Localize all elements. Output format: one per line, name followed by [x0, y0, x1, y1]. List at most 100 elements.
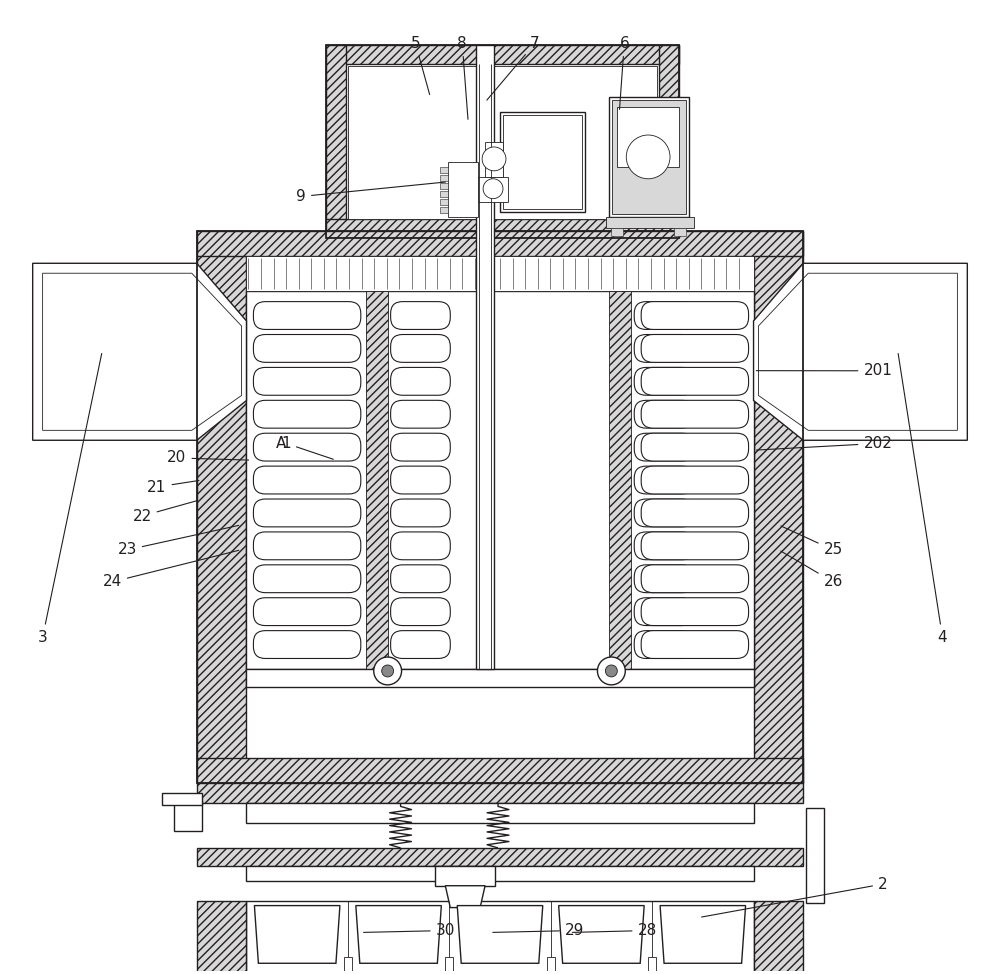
FancyBboxPatch shape: [754, 901, 803, 974]
FancyBboxPatch shape: [611, 229, 623, 237]
Text: 23: 23: [117, 525, 239, 557]
FancyBboxPatch shape: [253, 367, 361, 395]
Text: 4: 4: [898, 354, 947, 645]
FancyBboxPatch shape: [391, 598, 450, 625]
Circle shape: [605, 665, 617, 677]
FancyBboxPatch shape: [641, 532, 749, 560]
FancyBboxPatch shape: [641, 400, 749, 429]
FancyBboxPatch shape: [448, 162, 478, 216]
Text: 28: 28: [572, 923, 657, 938]
FancyBboxPatch shape: [253, 400, 361, 429]
FancyBboxPatch shape: [197, 759, 803, 783]
FancyBboxPatch shape: [391, 532, 450, 560]
Text: 24: 24: [103, 550, 239, 589]
FancyBboxPatch shape: [253, 630, 361, 658]
FancyBboxPatch shape: [246, 804, 754, 823]
Circle shape: [482, 147, 506, 170]
FancyBboxPatch shape: [634, 598, 694, 625]
FancyBboxPatch shape: [246, 669, 754, 687]
Polygon shape: [356, 906, 441, 963]
FancyBboxPatch shape: [659, 45, 679, 239]
FancyBboxPatch shape: [476, 45, 494, 669]
FancyBboxPatch shape: [641, 367, 749, 395]
FancyBboxPatch shape: [485, 142, 503, 176]
Text: 1: 1: [281, 436, 333, 460]
FancyBboxPatch shape: [617, 107, 679, 167]
Text: A: A: [276, 436, 286, 451]
FancyBboxPatch shape: [445, 957, 453, 974]
FancyBboxPatch shape: [326, 45, 346, 239]
FancyBboxPatch shape: [641, 433, 749, 461]
FancyBboxPatch shape: [253, 532, 361, 560]
FancyBboxPatch shape: [440, 174, 448, 181]
Circle shape: [382, 665, 394, 677]
FancyBboxPatch shape: [478, 176, 508, 202]
Polygon shape: [759, 274, 957, 431]
FancyBboxPatch shape: [634, 565, 694, 592]
FancyBboxPatch shape: [435, 866, 495, 885]
Polygon shape: [43, 274, 241, 431]
FancyBboxPatch shape: [391, 400, 450, 429]
FancyBboxPatch shape: [391, 467, 450, 494]
FancyBboxPatch shape: [634, 499, 694, 527]
Text: 6: 6: [619, 36, 629, 109]
FancyBboxPatch shape: [391, 334, 450, 362]
FancyBboxPatch shape: [253, 433, 361, 461]
FancyBboxPatch shape: [391, 302, 450, 329]
FancyBboxPatch shape: [612, 100, 686, 213]
Polygon shape: [33, 263, 246, 440]
FancyBboxPatch shape: [246, 866, 754, 880]
FancyBboxPatch shape: [246, 256, 754, 291]
FancyBboxPatch shape: [500, 112, 585, 211]
Text: 29: 29: [493, 923, 584, 938]
Text: 5: 5: [411, 36, 430, 94]
FancyBboxPatch shape: [197, 901, 246, 974]
FancyBboxPatch shape: [197, 848, 803, 866]
FancyBboxPatch shape: [641, 467, 749, 494]
FancyBboxPatch shape: [634, 367, 694, 395]
FancyBboxPatch shape: [634, 433, 694, 461]
Circle shape: [483, 179, 503, 199]
FancyBboxPatch shape: [253, 565, 361, 592]
FancyBboxPatch shape: [634, 532, 694, 560]
FancyBboxPatch shape: [440, 199, 448, 205]
FancyBboxPatch shape: [806, 808, 824, 903]
FancyBboxPatch shape: [197, 232, 803, 256]
FancyBboxPatch shape: [348, 66, 657, 218]
FancyBboxPatch shape: [197, 783, 803, 804]
FancyBboxPatch shape: [648, 957, 656, 974]
FancyBboxPatch shape: [391, 433, 450, 461]
Polygon shape: [754, 263, 967, 440]
FancyBboxPatch shape: [609, 291, 631, 669]
Circle shape: [626, 135, 670, 179]
FancyBboxPatch shape: [366, 291, 388, 669]
FancyBboxPatch shape: [391, 367, 450, 395]
FancyBboxPatch shape: [634, 467, 694, 494]
FancyBboxPatch shape: [440, 183, 448, 189]
FancyBboxPatch shape: [391, 630, 450, 658]
Polygon shape: [457, 906, 543, 963]
FancyBboxPatch shape: [253, 499, 361, 527]
FancyBboxPatch shape: [641, 334, 749, 362]
FancyBboxPatch shape: [641, 302, 749, 329]
Text: 26: 26: [781, 551, 843, 589]
FancyBboxPatch shape: [634, 302, 694, 329]
Text: 30: 30: [364, 923, 455, 938]
Text: 20: 20: [167, 450, 249, 466]
FancyBboxPatch shape: [641, 598, 749, 625]
FancyBboxPatch shape: [440, 206, 448, 212]
Text: 3: 3: [38, 354, 102, 645]
FancyBboxPatch shape: [197, 232, 246, 783]
FancyBboxPatch shape: [162, 793, 202, 805]
Circle shape: [374, 657, 402, 685]
FancyBboxPatch shape: [391, 565, 450, 592]
FancyBboxPatch shape: [440, 167, 448, 172]
FancyBboxPatch shape: [326, 218, 679, 239]
FancyBboxPatch shape: [606, 216, 694, 229]
FancyBboxPatch shape: [246, 291, 754, 669]
FancyBboxPatch shape: [641, 499, 749, 527]
FancyBboxPatch shape: [174, 802, 202, 831]
Text: 201: 201: [756, 363, 892, 378]
Polygon shape: [445, 885, 485, 908]
FancyBboxPatch shape: [253, 302, 361, 329]
